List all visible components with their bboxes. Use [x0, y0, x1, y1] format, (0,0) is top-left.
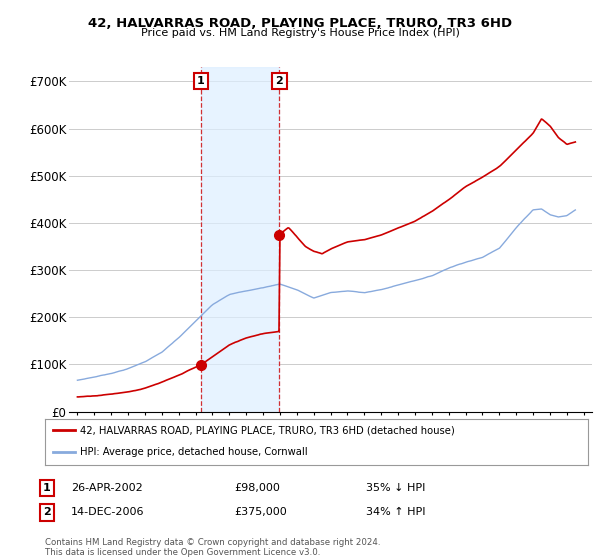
Text: 35% ↓ HPI: 35% ↓ HPI	[366, 483, 425, 493]
Text: HPI: Average price, detached house, Cornwall: HPI: Average price, detached house, Corn…	[80, 447, 308, 457]
Bar	[201, 67, 279, 412]
Text: Contains HM Land Registry data © Crown copyright and database right 2024.
This d: Contains HM Land Registry data © Crown c…	[45, 538, 380, 557]
Text: 34% ↑ HPI: 34% ↑ HPI	[366, 507, 425, 517]
Text: £375,000: £375,000	[234, 507, 287, 517]
Text: 1: 1	[43, 483, 50, 493]
Text: £98,000: £98,000	[234, 483, 280, 493]
Text: 14-DEC-2006: 14-DEC-2006	[71, 507, 145, 517]
Text: 1: 1	[197, 76, 205, 86]
Text: 2: 2	[275, 76, 283, 86]
Text: 42, HALVARRAS ROAD, PLAYING PLACE, TRURO, TR3 6HD (detached house): 42, HALVARRAS ROAD, PLAYING PLACE, TRURO…	[80, 426, 455, 435]
Text: 42, HALVARRAS ROAD, PLAYING PLACE, TRURO, TR3 6HD: 42, HALVARRAS ROAD, PLAYING PLACE, TRURO…	[88, 17, 512, 30]
Text: 26-APR-2002: 26-APR-2002	[71, 483, 143, 493]
Text: Price paid vs. HM Land Registry's House Price Index (HPI): Price paid vs. HM Land Registry's House …	[140, 28, 460, 38]
Text: 2: 2	[43, 507, 50, 517]
